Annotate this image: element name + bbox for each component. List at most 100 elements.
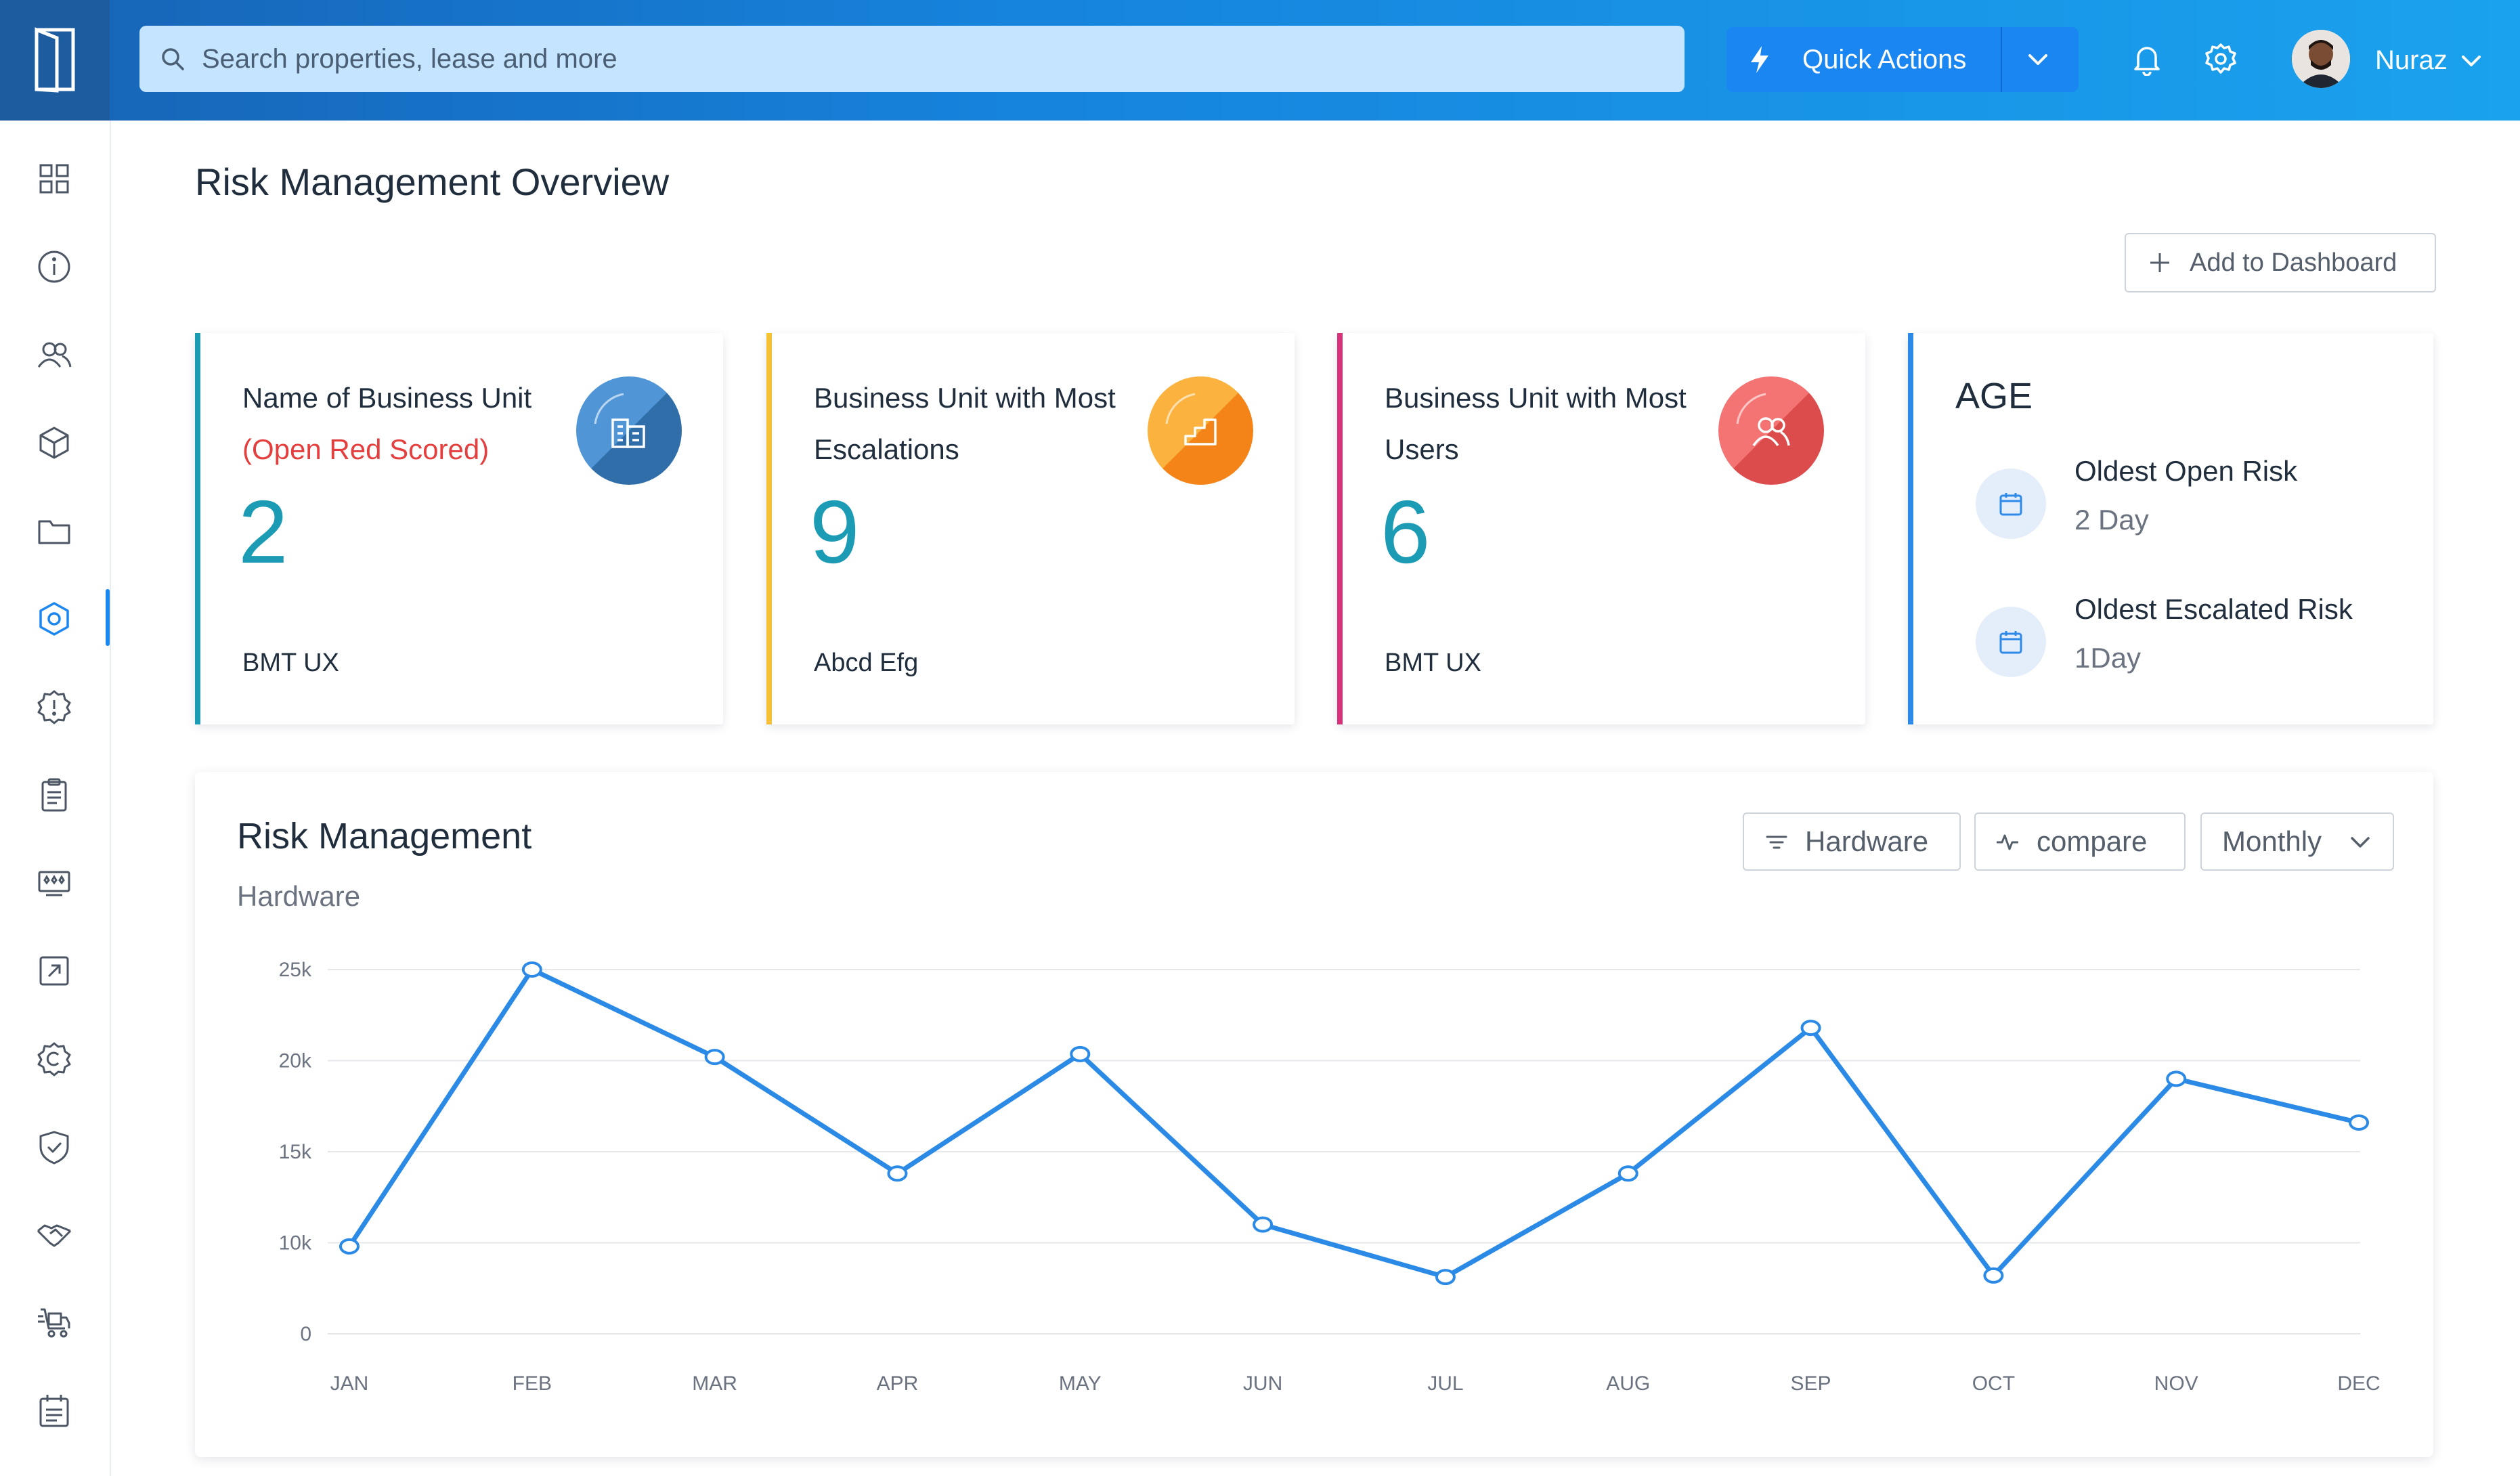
quick-actions-label: Quick Actions <box>1802 45 1967 74</box>
x-tick-label: DEC <box>2337 1372 2380 1395</box>
card-title: Name of Business Unit (Open Red Scored) <box>242 372 594 475</box>
kpi-card-escalations[interactable]: Business Unit with Most Escalations 9 Ab… <box>766 333 1295 724</box>
chart-subtitle: Hardware <box>237 880 361 912</box>
y-tick-label: 0 <box>300 1323 311 1345</box>
card-footer: BMT UX <box>1385 649 1481 677</box>
app-logo[interactable] <box>0 0 110 121</box>
gear-icon[interactable] <box>2204 42 2238 76</box>
age-title: AGE <box>1955 376 2033 416</box>
bell-icon[interactable] <box>2131 42 2163 76</box>
data-point <box>521 961 542 978</box>
sidebar-item-partners[interactable] <box>0 1200 110 1267</box>
calendar-icon <box>1999 493 2022 516</box>
search-bar[interactable]: Search properties, lease and more <box>139 26 1685 92</box>
settings-hexagon-icon <box>39 602 69 636</box>
data-point <box>1800 1020 1821 1037</box>
risk-line-chart: 25k 20k 15k 10k 0 JAN FEB MAR APR MAY JUN JUL AUG SEP… <box>279 959 2381 1395</box>
sidebar-item-files[interactable] <box>0 496 110 563</box>
sidebar-item-assets[interactable] <box>0 408 110 475</box>
door-logo-icon <box>35 27 75 93</box>
avatar[interactable] <box>2292 30 2350 88</box>
chevron-down-icon[interactable] <box>2024 46 2051 73</box>
sidebar-item-compliance[interactable] <box>0 1024 110 1091</box>
sidebar-item-risk-management[interactable] <box>0 584 110 651</box>
plus-icon <box>2150 253 2169 272</box>
card-title: Business Unit with Most Users <box>1385 382 1687 465</box>
sidebar-item-security[interactable] <box>0 1112 110 1179</box>
search-input[interactable]: Search properties, lease and more <box>202 44 617 74</box>
card-accent <box>195 333 200 724</box>
sidebar-item-alerts[interactable] <box>0 672 110 739</box>
sidebar-item-info[interactable] <box>0 232 110 299</box>
compare-button[interactable]: compare <box>1974 812 2186 871</box>
activity-icon <box>1997 834 2018 850</box>
kpi-card-users[interactable]: Business Unit with Most Users 6 BMT UX <box>1337 333 1865 724</box>
shield-check-icon <box>39 1131 69 1165</box>
category-filter-button[interactable]: Hardware <box>1743 812 1961 871</box>
user-name[interactable]: Nuraz <box>2375 45 2448 75</box>
stairs-icon <box>1184 418 1217 446</box>
series-line <box>347 967 2360 1280</box>
x-tick-label: NOV <box>2154 1372 2198 1395</box>
category-filter-label: Hardware <box>1805 825 1929 857</box>
sidebar-item-tasks[interactable] <box>0 760 110 827</box>
card-title-text: Name of Business Unit <box>242 382 532 414</box>
card-accent <box>766 333 772 724</box>
sidebar-item-calendar[interactable] <box>0 1376 110 1444</box>
kpi-card-business-unit[interactable]: Name of Business Unit (Open Red Scored) … <box>195 333 723 724</box>
clipboard-icon <box>41 778 67 812</box>
search-icon <box>162 48 184 70</box>
info-icon <box>38 251 70 283</box>
compare-label: compare <box>2037 825 2148 857</box>
sidebar <box>0 121 111 1476</box>
divider <box>2001 27 2002 92</box>
calendar-list-icon <box>39 1395 69 1427</box>
calendar-icon <box>1999 631 2022 654</box>
copyright-icon <box>37 1042 71 1077</box>
delivery-icon <box>38 1308 70 1338</box>
card-accent <box>1337 333 1343 724</box>
data-point <box>1983 1267 2004 1284</box>
folder-icon <box>38 520 70 544</box>
sidebar-item-dashboard[interactable] <box>0 144 110 211</box>
active-indicator <box>106 589 110 646</box>
card-title: Business Unit with Most Escalations <box>814 382 1116 465</box>
card-footer: Abcd Efg <box>814 649 919 677</box>
building-icon <box>611 418 645 448</box>
users-icon <box>1752 417 1790 447</box>
data-point <box>1435 1269 1456 1286</box>
x-tick-label: MAR <box>692 1372 737 1395</box>
sidebar-item-reviews[interactable] <box>0 848 110 915</box>
card-value: 9 <box>810 482 860 582</box>
lightning-icon <box>1751 46 1768 73</box>
external-link-icon <box>39 956 69 986</box>
user-avatar-icon <box>2292 30 2350 88</box>
age-item-label: Oldest Escalated Risk <box>2074 593 2353 625</box>
sidebar-item-users[interactable] <box>0 320 110 387</box>
data-point <box>1070 1045 1091 1062</box>
sidebar-item-delivery[interactable] <box>0 1288 110 1355</box>
chart-title: Risk Management <box>237 816 532 856</box>
card-value: 6 <box>1381 482 1431 582</box>
add-to-dashboard-button[interactable]: Add to Dashboard <box>2125 233 2436 292</box>
cube-icon <box>39 427 69 459</box>
x-tick-label: SEP <box>1791 1372 1831 1395</box>
x-tick-label: OCT <box>1972 1372 2015 1395</box>
card-value: 2 <box>238 482 288 582</box>
chevron-down-icon <box>2351 837 2370 848</box>
age-item-value: 1Day <box>2074 642 2142 674</box>
card-badge <box>1718 376 1824 485</box>
y-tick-label: 15k <box>279 1141 312 1163</box>
x-tick-label: APR <box>877 1372 919 1395</box>
top-bar: Search properties, lease and more Quick … <box>0 0 2520 121</box>
period-select[interactable]: Monthly <box>2200 812 2394 871</box>
handshake-icon <box>37 1224 72 1247</box>
x-tick-label: FEB <box>513 1372 552 1395</box>
chevron-down-icon[interactable] <box>2459 49 2483 73</box>
sidebar-item-reports[interactable] <box>0 936 110 1003</box>
quick-actions-button[interactable]: Quick Actions <box>1726 27 2079 92</box>
users-icon <box>37 342 72 368</box>
x-tick-label: MAY <box>1059 1372 1102 1395</box>
data-point <box>1253 1216 1274 1233</box>
x-tick-label: AUG <box>1606 1372 1650 1395</box>
